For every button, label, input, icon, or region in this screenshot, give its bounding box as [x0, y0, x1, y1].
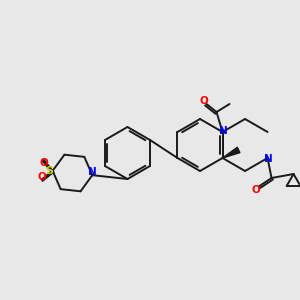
Text: O: O — [251, 185, 260, 195]
Text: N: N — [88, 167, 97, 177]
Text: S: S — [46, 166, 54, 176]
Text: O: O — [199, 96, 208, 106]
Text: O: O — [40, 158, 48, 168]
Text: O: O — [38, 172, 46, 182]
Text: N: N — [219, 126, 228, 136]
Text: N: N — [264, 154, 273, 164]
Polygon shape — [223, 147, 240, 158]
